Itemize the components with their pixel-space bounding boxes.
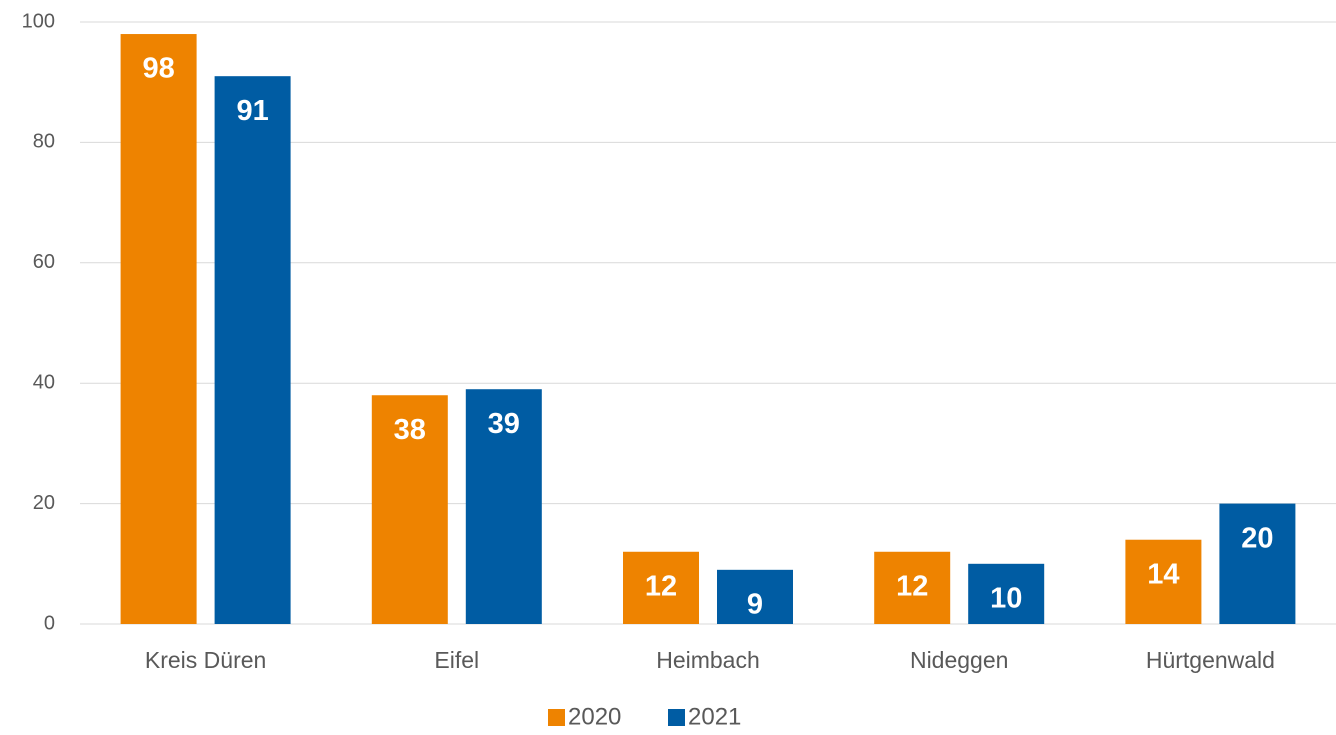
legend-swatch (548, 709, 565, 726)
y-tick-label: 20 (33, 492, 55, 514)
bar (1219, 503, 1296, 624)
value-label: 10 (990, 582, 1022, 614)
y-tick-label: 100 (22, 10, 55, 32)
y-tick-label: 40 (33, 371, 55, 393)
value-label: 12 (896, 570, 928, 602)
bar (120, 34, 197, 625)
value-label: 12 (645, 570, 677, 602)
x-tick-label: Kreis Düren (145, 647, 266, 673)
bar (371, 395, 448, 624)
value-label: 9 (747, 588, 763, 620)
value-label: 91 (236, 95, 268, 127)
x-tick-label: Eifel (434, 647, 479, 673)
y-tick-label: 60 (33, 251, 55, 273)
legend-swatch (668, 709, 685, 726)
bar (874, 551, 951, 624)
value-label: 98 (142, 53, 174, 85)
bar (717, 569, 793, 624)
value-label: 38 (394, 414, 426, 446)
y-tick-label: 80 (33, 131, 55, 153)
x-tick-label: Heimbach (656, 647, 760, 673)
bar (1125, 539, 1202, 624)
bar (465, 389, 542, 624)
legend-label: 2021 (688, 703, 741, 730)
legend-label: 2020 (568, 703, 621, 730)
bar (968, 563, 1045, 624)
bar (623, 551, 699, 624)
x-tick-label: Hürtgenwald (1146, 647, 1275, 673)
x-tick-label: Nideggen (910, 647, 1008, 673)
y-tick-label: 0 (44, 612, 55, 634)
bar (214, 76, 291, 625)
value-label: 20 (1241, 522, 1273, 554)
value-label: 39 (488, 408, 520, 440)
value-label: 14 (1147, 558, 1179, 590)
